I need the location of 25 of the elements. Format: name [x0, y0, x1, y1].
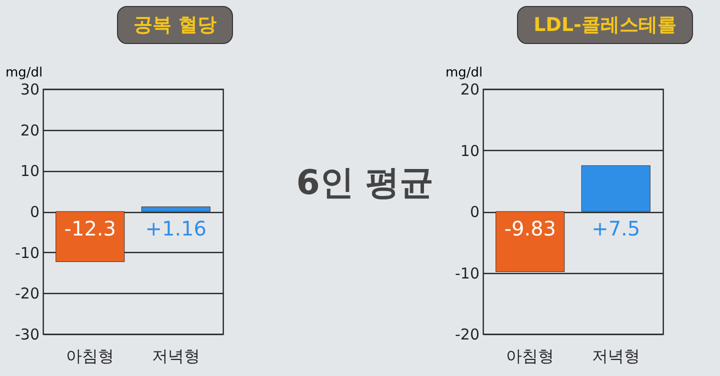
y-tick-label: 10 — [460, 142, 480, 160]
y-tick-label: 0 — [30, 203, 40, 221]
data-label: -12.3 — [64, 216, 116, 240]
data-label: +7.5 — [592, 216, 640, 240]
x-tick-label: 아침형 — [66, 346, 114, 366]
chart-title: 공복 혈당 — [116, 6, 234, 44]
y-tick-label: 20 — [20, 121, 40, 140]
y-tick-label: -30 — [15, 326, 40, 344]
data-label: -9.83 — [504, 216, 556, 240]
y-tick-label: -20 — [455, 326, 480, 344]
y-axis-title: mg/dl — [446, 66, 483, 80]
y-tick-label: -20 — [15, 284, 40, 303]
y-tick-label: 10 — [20, 162, 40, 180]
x-tick-label: 저녁형 — [592, 346, 640, 366]
y-tick-label: -10 — [455, 264, 480, 282]
y-tick-label: -10 — [15, 244, 40, 262]
y-axis-title: mg/dl — [6, 66, 43, 80]
data-label: +1.16 — [145, 216, 207, 240]
y-tick-label: 20 — [460, 80, 480, 98]
text: 6인 평균 — [295, 162, 435, 205]
chart-title: LDL-콜레스테롤 — [516, 6, 694, 44]
x-tick-label: 저녁형 — [152, 346, 200, 366]
y-tick-label: 30 — [20, 80, 40, 98]
x-tick-label: 아침형 — [506, 346, 554, 366]
y-tick-label: 0 — [470, 203, 480, 221]
